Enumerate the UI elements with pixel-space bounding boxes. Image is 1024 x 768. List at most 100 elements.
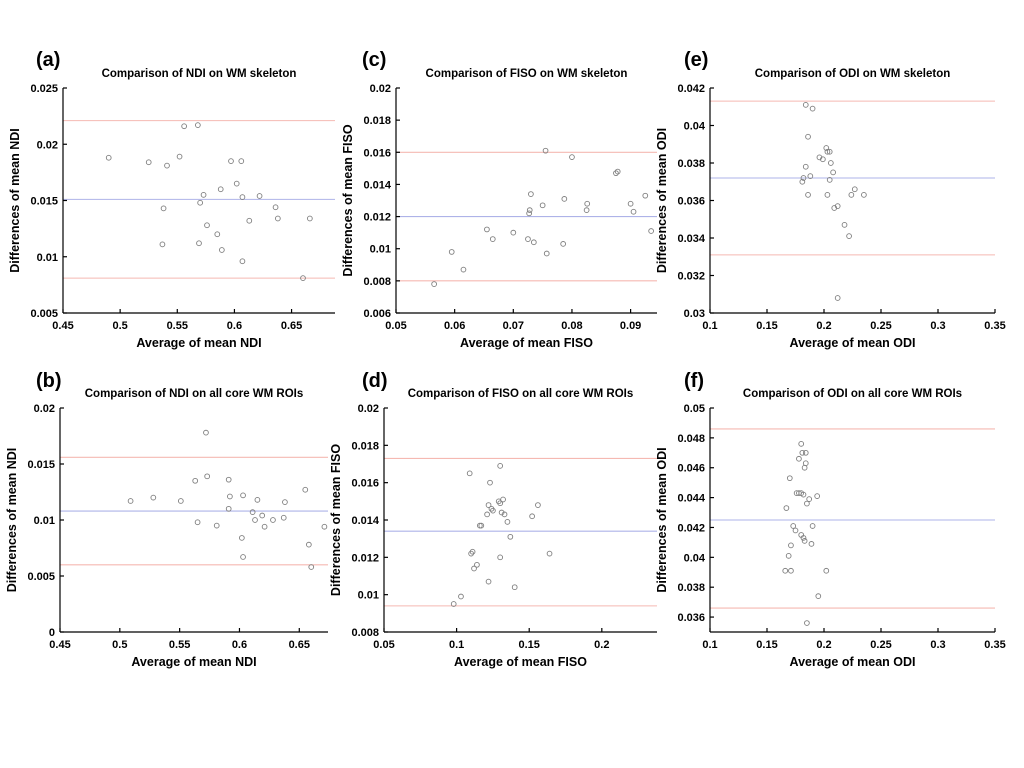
data-point [197,199,203,206]
data-point [105,154,112,161]
data-point [484,511,490,518]
x-axis-label: Average of mean NDI [131,655,256,669]
y-tick-label: 0.02 [370,83,391,95]
y-tick-label: 0.05 [684,403,705,415]
data-point [150,494,157,501]
y-axis-label: Differences of mean NDI [8,128,22,272]
data-point [501,511,508,518]
data-point [460,266,467,273]
panel-corner-label: (d) [362,370,388,392]
data-point [542,147,549,154]
data-point [805,133,811,140]
data-point [249,509,256,516]
x-axis-label: Average of mean FISO [460,336,593,350]
y-tick-label: 0.01 [37,252,58,264]
data-point [782,567,789,574]
data-point [546,550,553,557]
data-point [806,496,813,502]
panel-corner-label: (f) [684,370,704,392]
y-tick-label: 0.014 [351,515,379,527]
y-axis-label: Differences of mean FISO [329,444,343,596]
y-tick-label: 0.046 [677,463,705,475]
data-point [788,567,794,574]
data-point [507,533,514,540]
y-tick-label: 0.02 [34,403,55,415]
data-point [851,186,858,193]
data-point [861,192,867,198]
data-point [485,578,492,585]
y-tick-label: 0.01 [34,515,55,527]
y-tick-label: 0.025 [30,83,58,95]
x-tick-label: 0.08 [561,320,582,332]
data-point [561,196,568,202]
data-point [181,123,187,130]
x-tick-label: 0.35 [984,639,1005,651]
x-tick-label: 0.65 [281,320,302,332]
data-point [846,233,852,239]
data-point [831,205,838,211]
data-point [834,295,841,301]
data-point [308,564,315,570]
data-point [204,473,211,480]
data-point [204,222,210,229]
x-tick-label: 0.1 [449,639,464,651]
x-tick-label: 0.65 [289,639,310,651]
data-point [802,460,809,467]
data-point [584,200,591,207]
data-point [259,512,266,519]
panel-title: Comparison of FISO on WM skeleton [426,68,628,80]
data-point [233,180,240,187]
y-tick-label: 0.032 [677,271,705,283]
data-point [225,505,232,512]
data-point [225,476,232,483]
x-tick-label: 0.15 [519,639,540,651]
data-point [302,486,309,493]
data-point [196,240,202,247]
y-tick-label: 0.016 [363,147,391,159]
data-point [560,241,567,247]
panel-c: 0.05 0.06 0.07 0.08 0.09 0.006 0.008 0.01 0.012 0… [341,49,657,350]
y-tick-label: 0.042 [677,83,705,95]
x-tick-label: 0.35 [984,320,1005,332]
data-point [176,153,183,160]
x-tick-label: 0.05 [385,320,406,332]
data-point [801,538,808,544]
data-point [525,236,531,242]
data-point [642,192,649,199]
x-tick-label: 0.5 [112,320,127,332]
data-point [526,210,532,217]
y-tick-label: 0 [49,627,55,639]
y-axis-label: Differences of mean ODI [655,128,669,273]
x-tick-label: 0.3 [930,639,945,651]
data-point [648,228,654,234]
y-tick-label: 0.02 [358,403,379,415]
panel-d: 0.05 0.1 0.15 0.2 0.008 0.01 0.012 0.014 0.016 0.… [329,370,657,669]
data-point [802,102,809,108]
y-tick-label: 0.034 [677,233,705,245]
data-point [800,535,807,541]
x-tick-label: 0.09 [620,320,641,332]
data-point [504,519,511,525]
y-axis-label: Differences of mean NDI [5,448,19,592]
data-point [790,523,797,529]
y-tick-label: 0.016 [351,478,379,490]
x-axis-label: Average of mean NDI [136,336,261,350]
data-point [256,193,263,199]
data-point [630,208,637,215]
data-point [614,168,621,175]
panel-title: Comparison of NDI on WM skeleton [102,68,297,80]
data-point [792,527,799,534]
data-point [160,205,167,212]
data-point [127,498,134,504]
data-point [802,163,809,170]
data-point [539,202,546,209]
data-point [826,148,833,155]
x-tick-label: 0.3 [930,320,945,332]
data-point [239,535,245,541]
data-point [530,239,537,246]
data-point [815,593,822,600]
data-point [490,507,496,514]
data-point [474,561,480,568]
y-tick-label: 0.008 [363,276,391,288]
x-tick-label: 0.25 [870,639,891,651]
